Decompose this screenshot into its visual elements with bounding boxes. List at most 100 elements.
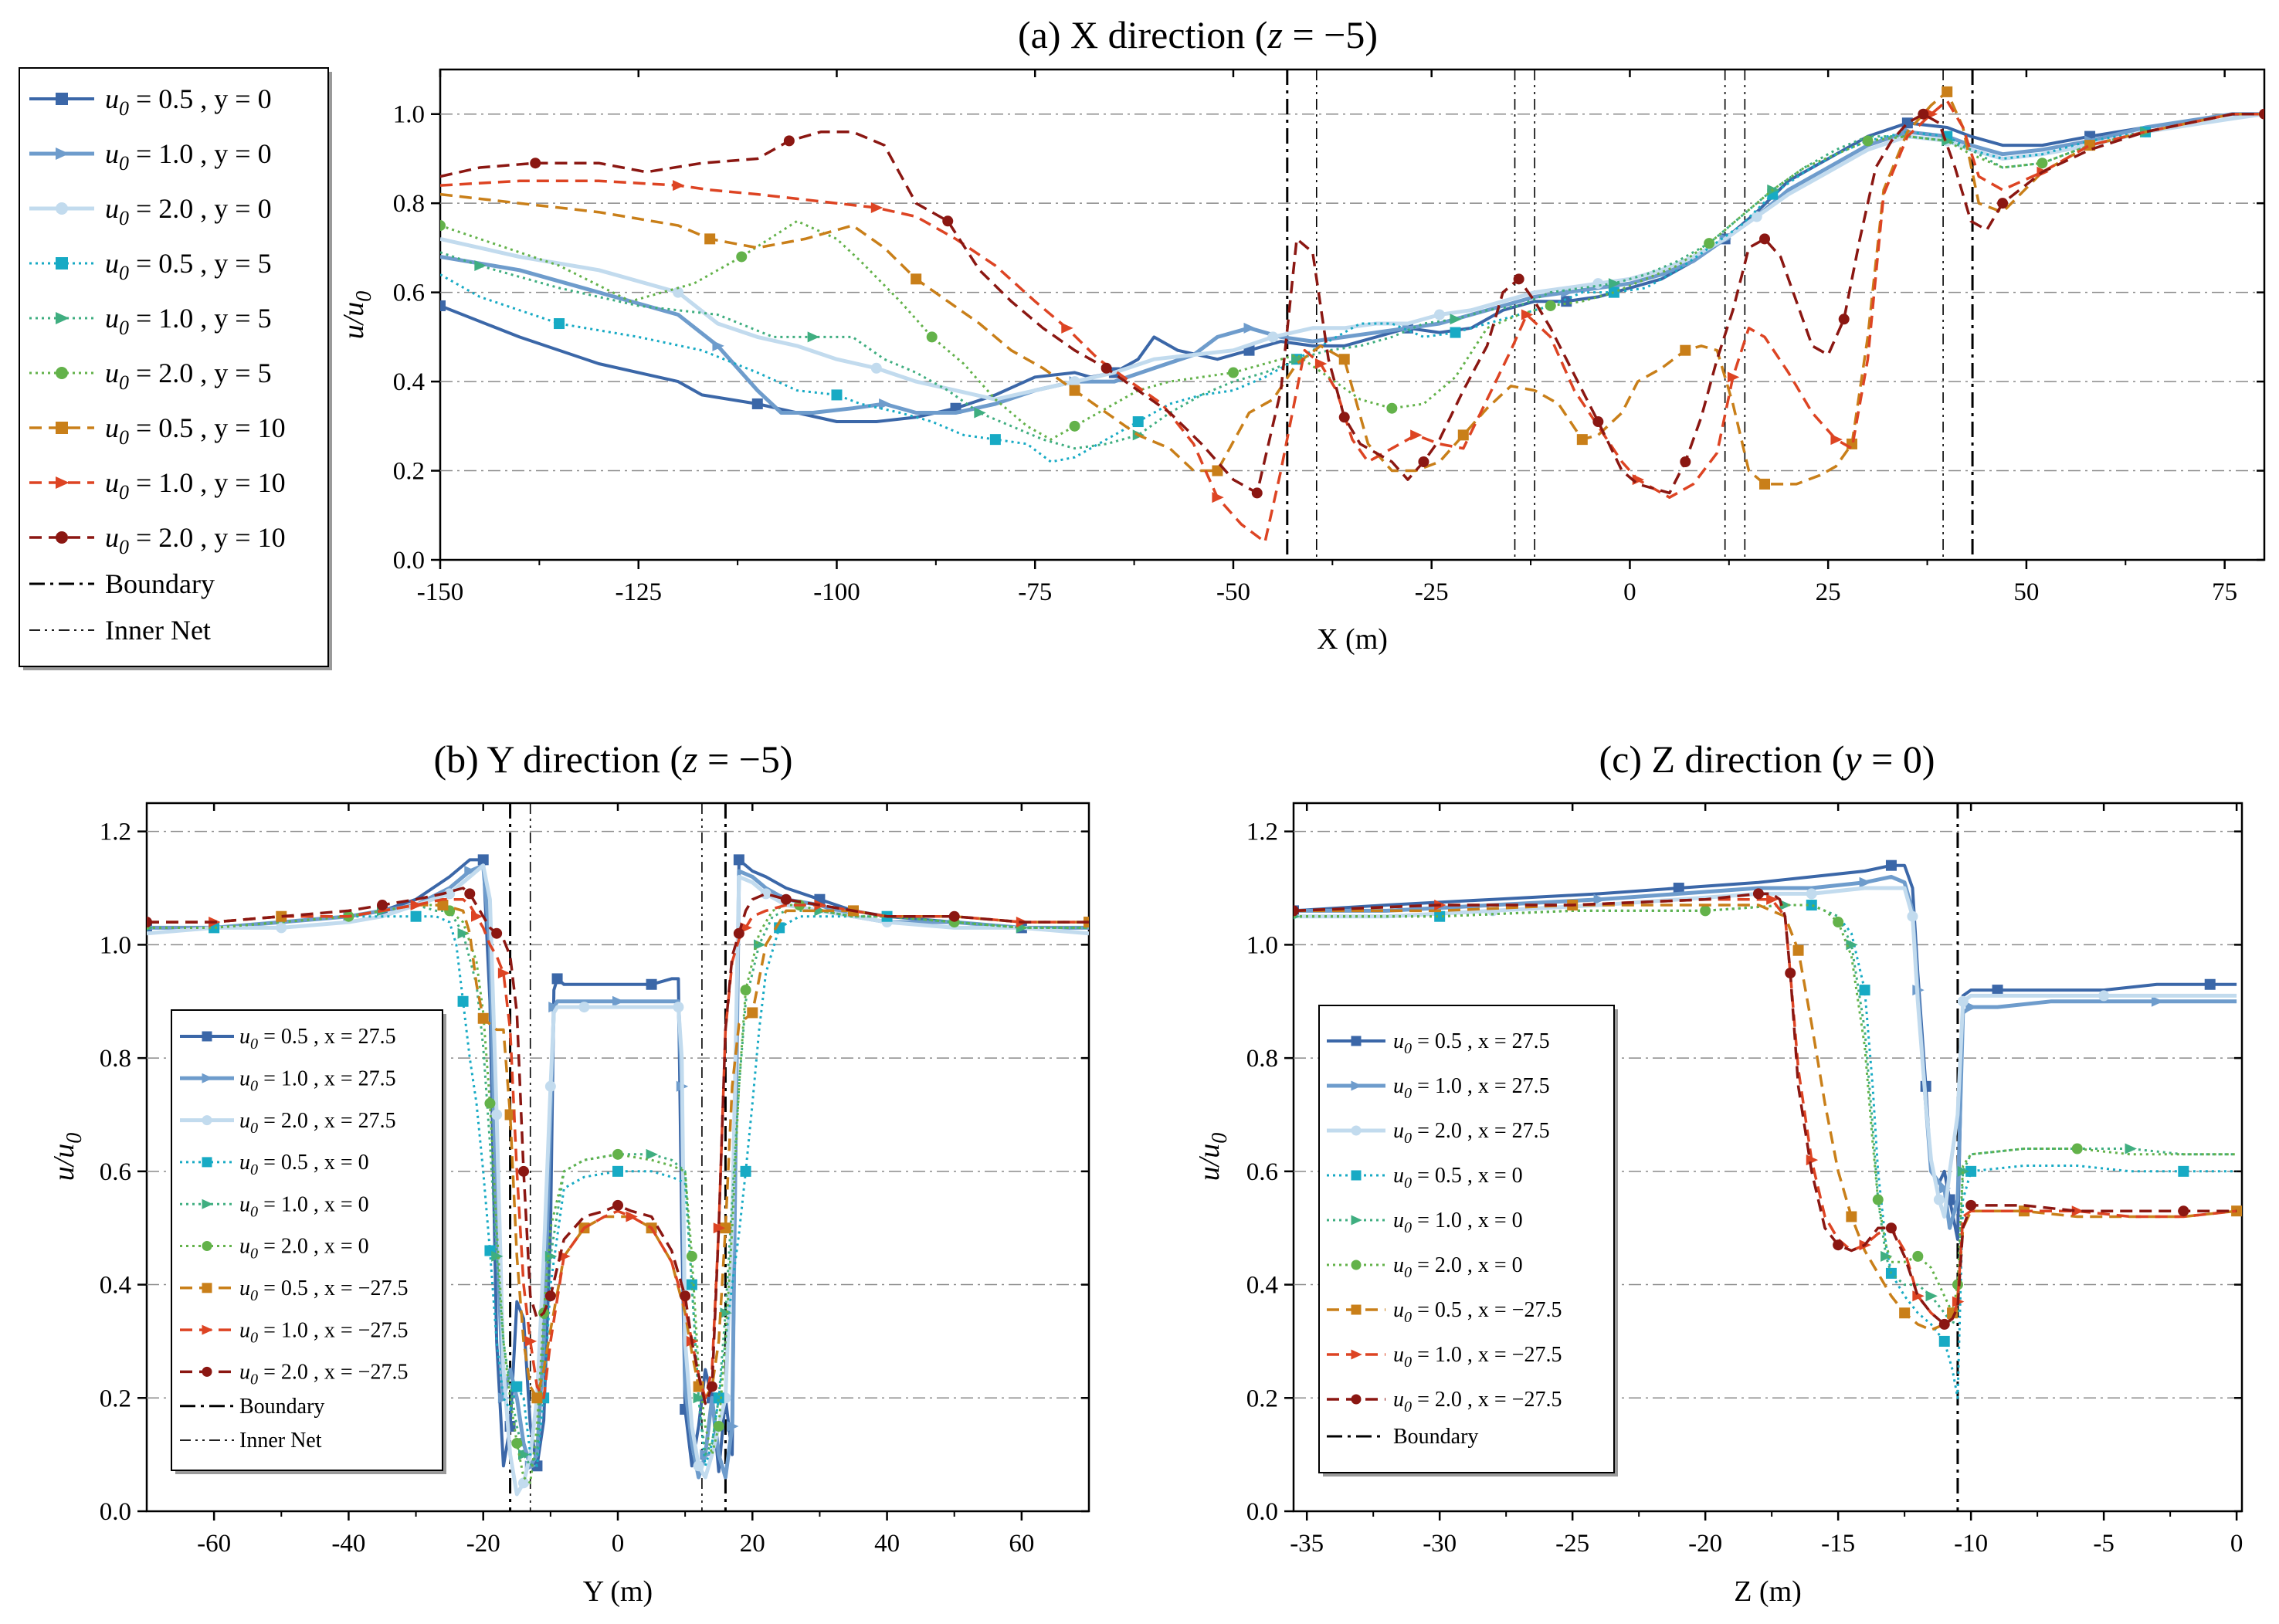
legend-swatch-marker <box>56 93 68 105</box>
data-point <box>2098 990 2110 1002</box>
legend-tail: , x = 0 <box>314 1235 369 1259</box>
data-point <box>511 1381 523 1392</box>
legend-label: u0 = 1.0 , y = 0 <box>105 138 272 175</box>
x-tick-label: -150 <box>417 578 464 606</box>
chart-a-title-var: z <box>1267 13 1282 56</box>
data-point <box>530 158 541 169</box>
data-point <box>686 1250 697 1262</box>
data-point <box>1294 905 1299 917</box>
legend-tail: , x = −27.5 <box>1467 1298 1562 1322</box>
data-point <box>1997 198 2009 209</box>
y-tick-label: 1.0 <box>393 101 425 129</box>
legend-var-sub: 0 <box>250 1120 258 1137</box>
data-point <box>911 273 922 285</box>
legend-var-u: u <box>1393 1253 1404 1277</box>
series-line <box>147 915 1089 1467</box>
series-line <box>1294 904 2237 1314</box>
data-point <box>1608 278 1621 290</box>
x-tick-label: -10 <box>1954 1530 1988 1558</box>
data-point <box>831 389 843 401</box>
legend-label: u0 = 1.0 , x = −27.5 <box>1393 1343 1562 1371</box>
legend-swatch-marker <box>1351 1260 1362 1270</box>
series-line <box>440 112 2264 402</box>
legend-swatch-marker <box>202 1324 213 1335</box>
data-point <box>410 910 422 922</box>
legend-value: = 2.0 <box>258 1235 314 1259</box>
legend-label: u0 = 0.5 , x = −27.5 <box>239 1276 408 1304</box>
y-tick-label: 0.0 <box>393 547 425 575</box>
data-point <box>1830 434 1843 446</box>
legend-label: u0 = 2.0 , x = 27.5 <box>1393 1119 1550 1147</box>
x-tick-label: -100 <box>813 578 860 606</box>
data-point <box>410 900 422 911</box>
data-point <box>1267 331 1279 343</box>
x-tick-label: 40 <box>874 1530 900 1558</box>
legend-boundary-label: Boundary <box>105 568 215 599</box>
x-tick-label: -75 <box>1018 578 1052 606</box>
chart-c-title: (c) Z direction (y = 0) <box>1599 737 1935 781</box>
data-point <box>147 917 152 928</box>
x-tick-label: 20 <box>740 1530 765 1558</box>
y-tick-label: 1.2 <box>100 819 131 846</box>
data-point <box>686 1279 697 1290</box>
legend-value: = 0.5 <box>258 1151 314 1175</box>
data-point <box>747 1007 758 1019</box>
data-point <box>673 180 685 192</box>
legend-swatch-marker <box>56 202 68 215</box>
data-point <box>712 340 724 351</box>
data-point <box>551 973 563 985</box>
legend-value: = 2.0 <box>258 1109 314 1133</box>
legend-var-sub: 0 <box>250 1161 258 1178</box>
chart-b-title-pre: (b) Y direction ( <box>433 737 683 781</box>
data-point <box>276 910 287 922</box>
legend-tail: , y = 5 <box>200 248 271 279</box>
data-point <box>1227 367 1239 378</box>
data-point <box>2125 1143 2137 1154</box>
legend-tail: , y = 5 <box>200 358 271 388</box>
data-point <box>2151 995 2164 1007</box>
legend-swatch-marker <box>1351 1170 1362 1181</box>
data-point <box>1918 108 1929 120</box>
legend-var-u: u <box>105 193 119 224</box>
legend-var-u: u <box>1393 1119 1404 1143</box>
data-point <box>740 985 751 996</box>
legend-var-u: u <box>239 1361 250 1385</box>
y-tick-label: 0.0 <box>100 1498 131 1526</box>
legend-b: u0 = 0.5 , x = 27.5u0 = 1.0 , x = 27.5u0… <box>171 1009 446 1474</box>
legend-var-u: u <box>239 1318 250 1342</box>
legend-var-u: u <box>1393 1298 1404 1322</box>
legend-swatch-marker <box>202 1031 212 1042</box>
data-point <box>544 1290 556 1302</box>
x-tick-label: 50 <box>2013 578 2039 606</box>
legend-var-sub: 0 <box>119 262 129 284</box>
legend-value: = 0.5 <box>258 1025 314 1049</box>
data-point <box>733 854 744 866</box>
data-point <box>1806 888 1817 900</box>
data-point <box>1965 1199 1977 1211</box>
data-point <box>942 215 954 227</box>
data-point <box>518 1449 531 1460</box>
data-point <box>1752 888 1764 900</box>
legend-tail: , y = 10 <box>200 522 285 553</box>
series-line <box>440 112 2264 495</box>
legend-label: u0 = 2.0 , y = 10 <box>105 522 286 558</box>
data-point <box>1942 86 1953 97</box>
series-line <box>147 863 1089 1497</box>
data-point <box>1912 1250 1924 1262</box>
data-point <box>1885 859 1897 871</box>
data-point <box>693 1392 705 1404</box>
legend-var-u: u <box>105 412 119 443</box>
legend-c: u0 = 0.5 , x = 27.5u0 = 1.0 , x = 27.5u0… <box>1318 1005 1618 1477</box>
legend-tail: , x = 27.5 <box>1467 1029 1550 1053</box>
legend-var-u: u <box>239 1025 250 1049</box>
x-tick-label: -20 <box>466 1530 500 1558</box>
data-point <box>444 888 456 900</box>
data-point <box>1434 910 1446 922</box>
legend-swatch-marker <box>1351 1125 1362 1136</box>
legend-label: u0 = 1.0 , x = 0 <box>1393 1209 1523 1236</box>
legend-var-u: u <box>239 1109 250 1133</box>
data-point <box>276 922 287 934</box>
legend-var-u: u <box>239 1276 250 1300</box>
data-point <box>989 434 1001 446</box>
y-tick-label: 0.8 <box>1246 1045 1278 1073</box>
